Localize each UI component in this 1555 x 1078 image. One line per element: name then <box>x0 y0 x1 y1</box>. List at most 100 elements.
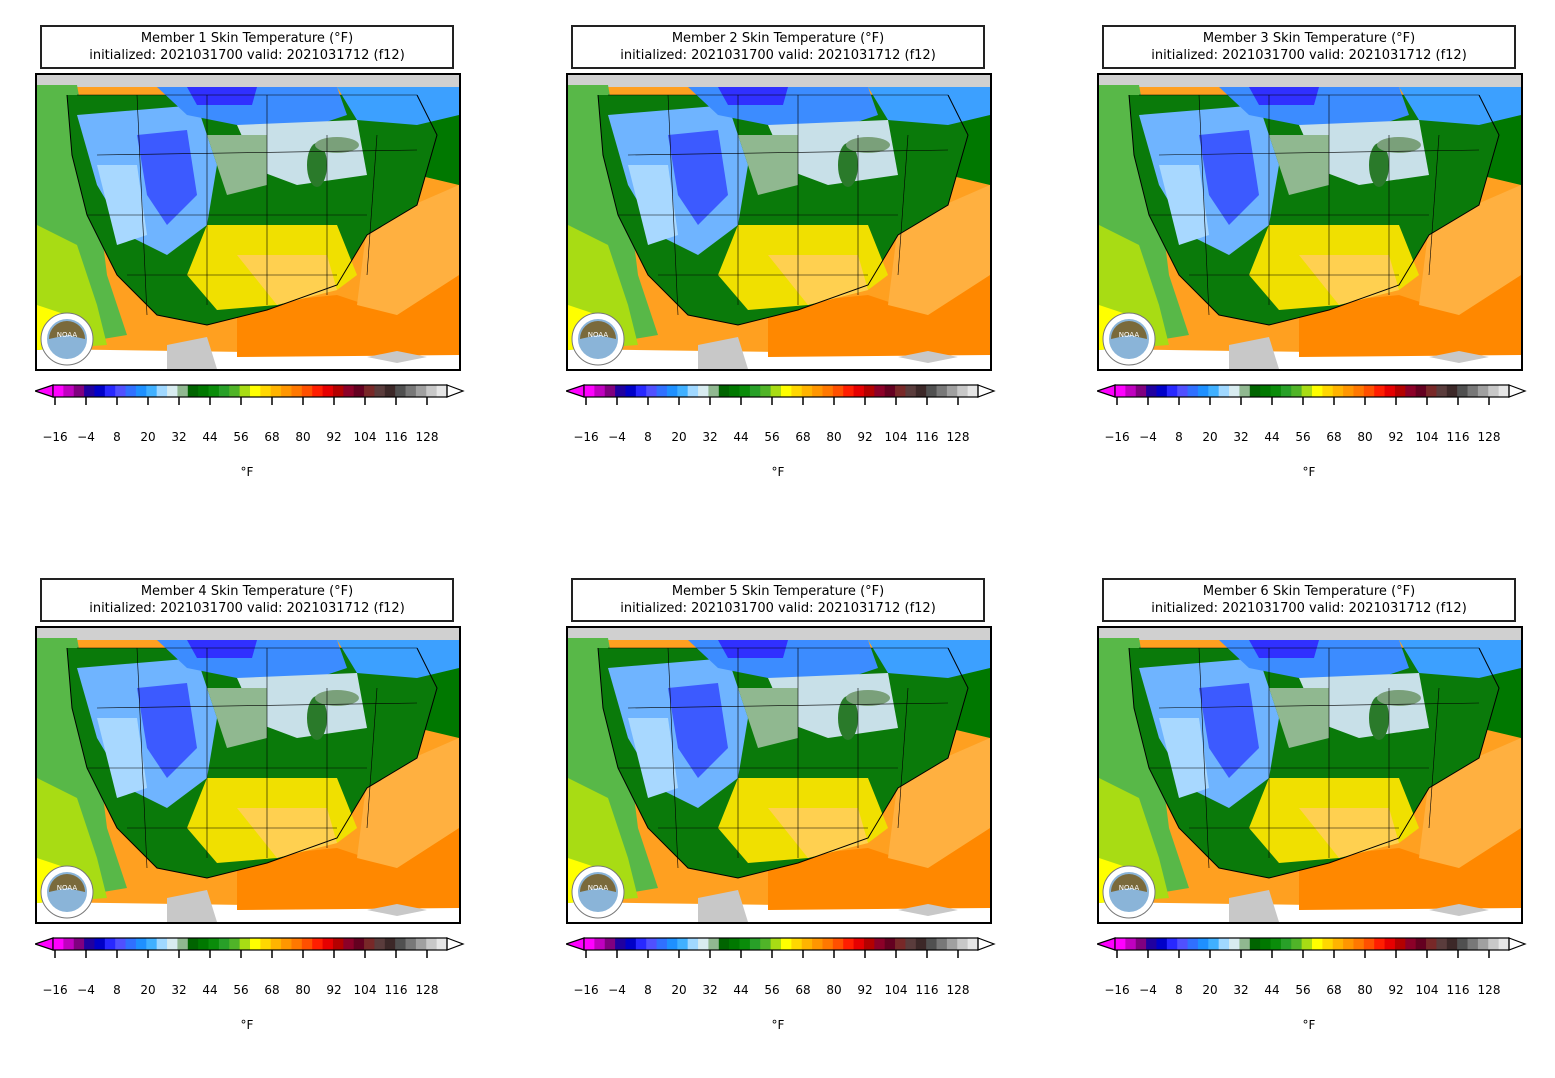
colorbar-tick-label: 104 <box>1415 430 1439 444</box>
colorbar-swatch <box>822 938 834 950</box>
colorbar-swatch <box>125 938 137 950</box>
colorbar-container <box>564 934 996 958</box>
colorbar-swatch <box>1291 385 1303 397</box>
colorbar-tick-label: 44 <box>733 430 749 444</box>
colorbar-tick-label: −16 <box>573 430 599 444</box>
colorbar-swatch <box>426 385 438 397</box>
colorbar-swatch <box>322 385 334 397</box>
colorbar-swatch <box>1446 385 1458 397</box>
colorbar-swatch <box>1353 385 1365 397</box>
colorbar-swatch <box>281 385 292 397</box>
colorbar-tick-label: 8 <box>644 983 652 997</box>
svg-text:NOAA: NOAA <box>588 884 609 892</box>
colorbar-swatch <box>843 938 855 950</box>
panel-title-line1: Member 2 Skin Temperature (°F) <box>671 31 885 46</box>
colorbar-swatch <box>1488 938 1500 950</box>
colorbar-swatch <box>1394 938 1406 950</box>
colorbar-swatch <box>957 385 969 397</box>
colorbar-swatch <box>801 385 813 397</box>
panel-title-line1: Member 6 Skin Temperature (°F) <box>1202 584 1416 599</box>
colorbar-swatch <box>646 385 658 397</box>
colorbar-swatch <box>1229 385 1240 397</box>
colorbar-swatch <box>905 385 917 397</box>
colorbar-tick-label: 116 <box>915 983 939 997</box>
colorbar-swatch <box>94 385 106 397</box>
colorbar-swatch <box>698 385 709 397</box>
colorbar-tick-label: 128 <box>946 430 970 444</box>
colorbar-unit-label: °F <box>1302 1018 1316 1032</box>
colorbar-swatch <box>125 385 137 397</box>
colorbar-tick-label: 92 <box>326 983 342 997</box>
colorbar-swatch <box>301 938 313 950</box>
colorbar-tick-label: 20 <box>671 983 687 997</box>
colorbar-swatch <box>1343 385 1354 397</box>
colorbar-tick-label: 92 <box>1388 430 1404 444</box>
colorbar-swatch <box>1177 385 1189 397</box>
colorbar-tick-label: 68 <box>264 983 280 997</box>
panel-title: Member 1 Skin Temperature (°F) initializ… <box>40 25 454 69</box>
colorbar-tick-label: 128 <box>946 983 970 997</box>
colorbar-swatch <box>1208 385 1220 397</box>
colorbar-swatch <box>135 385 147 397</box>
colorbar <box>1095 384 1527 405</box>
colorbar-tick-label: 116 <box>1446 983 1470 997</box>
colorbar-tick-label: 32 <box>702 983 718 997</box>
colorbar <box>564 384 996 405</box>
colorbar-swatch <box>1394 385 1406 397</box>
colorbar-unit-label: °F <box>240 465 254 479</box>
colorbar-swatch <box>677 938 689 950</box>
colorbar-swatch <box>604 938 616 950</box>
colorbar-swatch <box>1187 938 1199 950</box>
map-frame: NOAA <box>35 626 461 924</box>
colorbar-swatch <box>1260 938 1272 950</box>
member-panel: Member 3 Skin Temperature (°F) initializ… <box>1095 25 1537 525</box>
colorbar-swatch <box>1197 385 1209 397</box>
colorbar-swatch <box>1270 385 1282 397</box>
panel-title-line2: initialized: 2021031700 valid: 202103171… <box>620 601 936 616</box>
colorbar-swatch <box>405 385 417 397</box>
colorbar-swatch <box>770 938 782 950</box>
colorbar-swatch <box>187 938 199 950</box>
colorbar-tick-label: −4 <box>608 430 626 444</box>
colorbar-swatch <box>312 938 324 950</box>
colorbar-tick-label: 80 <box>826 430 842 444</box>
colorbar-swatch <box>229 938 241 950</box>
colorbar-swatch <box>177 385 189 397</box>
colorbar-tick-label: −4 <box>1139 983 1157 997</box>
colorbar-tick-label: 80 <box>295 430 311 444</box>
colorbar-swatch <box>646 938 658 950</box>
colorbar-swatch <box>926 938 938 950</box>
colorbar-tick-label: −4 <box>1139 430 1157 444</box>
colorbar-swatch <box>1249 385 1261 397</box>
colorbar-tick-label: 56 <box>764 430 780 444</box>
colorbar-swatch <box>1384 385 1396 397</box>
colorbar-swatch <box>1177 938 1189 950</box>
colorbar-swatch <box>53 938 64 950</box>
colorbar-unit-label: °F <box>771 1018 785 1032</box>
colorbar-swatch <box>146 938 158 950</box>
map-frame: NOAA <box>566 73 992 371</box>
member-panel: Member 4 Skin Temperature (°F) initializ… <box>33 578 475 1078</box>
colorbar-swatch <box>1446 938 1458 950</box>
temperature-map: NOAA <box>37 628 459 922</box>
member-panel: Member 1 Skin Temperature (°F) initializ… <box>33 25 475 525</box>
colorbar-swatch <box>208 938 220 950</box>
colorbar-swatch <box>1301 385 1313 397</box>
colorbar-swatch <box>594 938 606 950</box>
colorbar-swatch <box>1426 385 1437 397</box>
colorbar-tick-label: 32 <box>1233 983 1249 997</box>
colorbar-swatch <box>905 938 917 950</box>
colorbar-swatch <box>874 385 886 397</box>
colorbar-swatch <box>301 385 313 397</box>
colorbar-tick-label: −4 <box>77 983 95 997</box>
colorbar-swatch <box>415 385 427 397</box>
noaa-logo-icon: NOAA <box>571 865 625 919</box>
colorbar-swatch <box>843 385 855 397</box>
colorbar-tick-label: −16 <box>1104 983 1130 997</box>
colorbar-swatch <box>625 938 637 950</box>
colorbar-tick-label: 32 <box>171 983 187 997</box>
colorbar-tick-label: 8 <box>1175 430 1183 444</box>
colorbar-swatch <box>708 938 720 950</box>
colorbar-swatch <box>760 385 772 397</box>
colorbar-tick-label: 92 <box>857 983 873 997</box>
